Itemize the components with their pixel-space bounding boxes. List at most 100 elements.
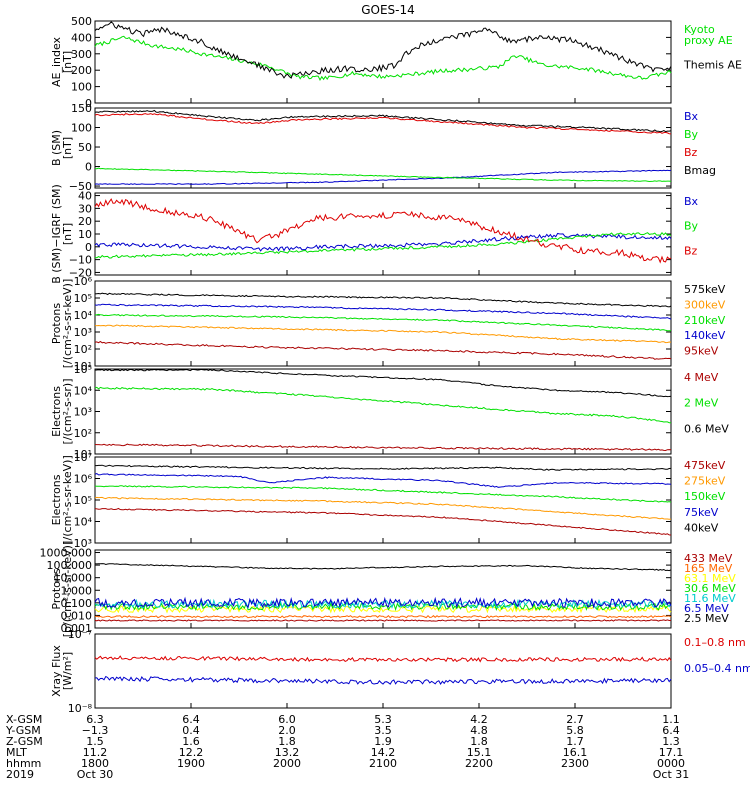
- x-axis-cell: 4.8: [470, 724, 488, 737]
- series-line-themis-ae: [94, 21, 672, 79]
- y-tick-label: −10: [69, 254, 92, 267]
- legend-label: Bx: [684, 110, 699, 123]
- legend-label: 2.5 MeV: [684, 612, 729, 625]
- y-tick-label: 10⁵: [74, 292, 92, 305]
- series-line-95kev: [94, 340, 672, 360]
- x-axis-cell: 1.8: [278, 735, 296, 748]
- y-tick-label: 10²: [74, 343, 92, 356]
- y-axis-label: Protons[/(cm²-s-sr-keV)]: [50, 279, 74, 369]
- series-line-4-mev: [94, 443, 672, 452]
- y-axis-label-line: B (SM)−IGRF (SM): [50, 184, 63, 284]
- legend-label: 0.05–0.4 nm: [684, 662, 750, 675]
- y-axis-label: Electrons[/(cm²-s-sr)]: [50, 379, 74, 445]
- legend-label: 433 MeV: [684, 552, 733, 565]
- y-tick-label: 10: [78, 228, 92, 241]
- legend-label: Bz: [684, 146, 698, 159]
- y-tick-label: 0.010: [61, 609, 93, 622]
- x-axis-cell: 2000: [273, 757, 301, 770]
- legend-label: 4 MeV: [684, 371, 719, 384]
- x-axis-cell: 6.3: [86, 713, 104, 726]
- x-axis-cell: 16.1: [563, 746, 588, 759]
- legend-label: 11.6 MeV: [684, 592, 736, 605]
- legend-label: 165 MeV: [684, 562, 733, 575]
- x-axis-cell: 2200: [465, 757, 493, 770]
- legend-label: 210keV: [684, 314, 726, 327]
- y-tick-label: 10⁵: [74, 363, 92, 376]
- y-axis-label: B (SM)−IGRF (SM)[nT]: [50, 184, 74, 284]
- x-axis-cell: 17.1: [659, 746, 684, 759]
- y-tick-label: 10⁻⁷: [68, 628, 92, 641]
- x-axis-cell: 1800: [81, 757, 109, 770]
- panel-frame: [94, 192, 672, 276]
- y-tick-label: 10¹: [74, 448, 92, 461]
- y-tick-label: 10.000: [54, 572, 93, 585]
- y-tick-label: 200: [71, 64, 92, 77]
- panel-7: 0.0010.0100.1001.00010.000100.0001000.00…: [40, 541, 737, 638]
- y-tick-label: 0: [85, 241, 92, 254]
- y-tick-label: −50: [69, 180, 92, 193]
- legend-label: 40keV: [684, 521, 719, 534]
- series-line-165-mev: [94, 614, 672, 619]
- x-axis-row-label: hhmm: [6, 757, 41, 770]
- y-axis-label-line: Xray Flux: [50, 645, 63, 697]
- legend-label: 95keV: [684, 345, 719, 358]
- series-line-0-6-mev: [94, 368, 672, 398]
- y-axis-label-line: [/(cm²-s-sr-keV)]: [61, 279, 74, 369]
- legend-label: 6.5 MeV: [684, 602, 729, 615]
- y-axis-label-line: Protons: [50, 303, 63, 344]
- y-tick-label: 1.000: [61, 584, 93, 597]
- y-tick-label: 10³: [74, 537, 92, 550]
- y-tick-label: 20: [78, 215, 92, 228]
- legend-label: 140keV: [684, 329, 726, 342]
- x-axis-cell: 1.6: [182, 735, 200, 748]
- y-axis-label: B (SM)[nT]: [50, 130, 74, 166]
- x-axis-cell: 12.2: [179, 746, 204, 759]
- y-axis-label-line: [nT]: [61, 51, 74, 73]
- legend-label: 0.1–0.8 nm: [684, 636, 746, 649]
- y-axis-label: Electrons[/(cm²-s-sr-keV)]: [50, 455, 74, 545]
- x-axis-row-label: X-GSM: [6, 713, 42, 726]
- y-tick-label: 0: [85, 161, 92, 174]
- x-axis-cell: 3.5: [374, 724, 392, 737]
- series-line-75kev: [94, 473, 672, 488]
- legend-label: Bx: [684, 195, 699, 208]
- y-tick-label: 10⁴: [74, 384, 93, 397]
- y-tick-label: 10⁷: [74, 451, 92, 464]
- x-axis-cell: 1.8: [470, 735, 488, 748]
- legend-label: Themis AE: [683, 59, 742, 72]
- legend-label: Kyoto: [684, 23, 715, 36]
- x-axis-cell: 2.7: [566, 713, 584, 726]
- x-axis-cell: 15.1: [467, 746, 492, 759]
- legend-label: By: [684, 220, 699, 233]
- panel-8: 10⁻⁸ 10⁻⁷ Xray Flux[W/m²] 0.1–0.8 nm 0.05–0.…: [50, 628, 750, 715]
- series-line-63-1-mev: [94, 604, 672, 614]
- y-axis-label: AE_index[nT]: [50, 36, 74, 87]
- x-axis-cell: Oct 30: [77, 768, 114, 781]
- series-line-2-5-mev: [94, 563, 672, 572]
- y-axis-label: Xray Flux[W/m²]: [50, 645, 74, 697]
- series-line-bz: [94, 198, 672, 264]
- series-line-300kev: [94, 324, 672, 344]
- legend-label: 0.6 MeV: [684, 422, 729, 435]
- panel-frame: [94, 280, 672, 367]
- figure-title: GOES-14: [361, 3, 415, 17]
- series-line-210kev: [94, 313, 672, 332]
- y-tick-label: 100.000: [47, 559, 93, 572]
- y-tick-label: 1000.000: [40, 547, 93, 560]
- series-line-by: [94, 167, 672, 183]
- y-axis-label-line: Protons: [50, 568, 63, 609]
- x-axis-cell: 1900: [177, 757, 205, 770]
- x-axis-cell: 6.4: [662, 724, 680, 737]
- series-line-475kev: [94, 507, 672, 536]
- series-line-6-5-mev: [94, 596, 672, 609]
- series-line-150kev: [94, 485, 672, 503]
- x-axis-cell: 0000: [657, 757, 685, 770]
- series-line-40kev: [95, 464, 672, 471]
- panel-frame: [94, 368, 672, 455]
- y-tick-label: 0: [85, 97, 92, 110]
- legend-label: 475keV: [684, 459, 726, 472]
- panel-2: −50 0 50 100 150 B (SM)[nT] Bx By Bz Bmag: [50, 102, 716, 193]
